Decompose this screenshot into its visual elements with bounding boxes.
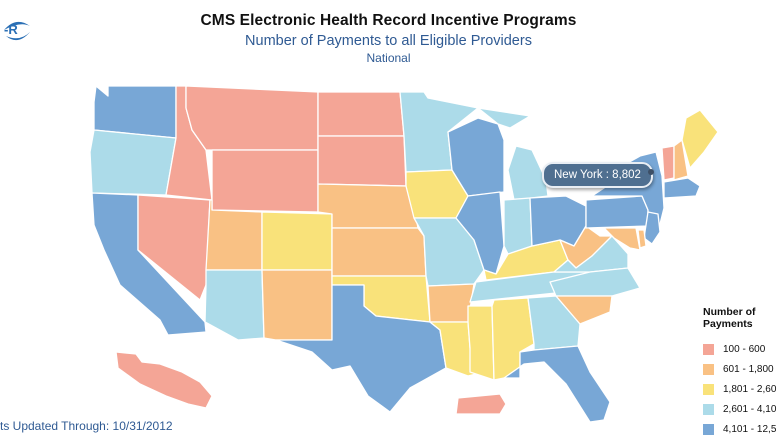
state-south-dakota[interactable] [317,135,407,187]
state-wyoming[interactable] [211,149,319,213]
page-subtitle: Number of Payments to all Eligible Provi… [245,33,532,49]
legend-label: 1,801 - 2,60 [723,383,777,395]
logo-arc-top [4,21,30,30]
state-vermont[interactable] [661,145,675,181]
legend-label: 4,101 - 12,5 [723,423,777,435]
state-delaware[interactable] [637,229,647,249]
state-nevada[interactable] [137,194,211,301]
logo-letters: -R [4,22,18,37]
state-north-dakota[interactable] [317,91,405,137]
state-new-hampshire[interactable] [673,139,689,181]
state-tooltip: New York : 8,802 [542,162,653,188]
state-alabama[interactable] [491,297,535,381]
legend-label: 601 - 1,800 [723,363,774,375]
legend-label: 100 - 600 [723,343,766,355]
state-mississippi[interactable] [467,305,495,381]
legend-swatch [703,423,714,435]
title-block: CMS Electronic Health Record Incentive P… [0,12,777,65]
page-title: CMS Electronic Health Record Incentive P… [200,12,577,29]
legend-title-line2: Payments [703,318,753,330]
legend-swatch [703,363,714,375]
legend-swatch [703,403,714,415]
legend-title: Number of Payments [703,306,777,330]
state-maryland[interactable] [603,227,641,251]
legend-title-line1: Number of [703,306,756,318]
legend-item-3[interactable]: 2,601 - 4,10 [703,399,777,419]
data-updated-footer: ts Updated Through: 10/31/2012 [0,419,173,433]
state-south-carolina[interactable] [555,295,613,325]
map-legend: Number of Payments 100 - 600 601 - 1,800… [703,306,777,439]
legend-label: 2,601 - 4,10 [723,403,777,415]
tooltip-marker [648,169,654,175]
state-michigan[interactable] [477,107,549,201]
logo-arc-bottom [6,32,30,41]
state-puerto-rico[interactable] [455,393,507,415]
state-oregon[interactable] [89,129,177,196]
scope-label: National [366,51,411,65]
state-massachusetts[interactable] [663,177,701,199]
state-arkansas[interactable] [427,283,475,323]
legend-swatch [703,343,714,355]
state-hawaii[interactable] [115,351,213,409]
legend-swatch [703,383,714,395]
state-ohio[interactable] [529,195,587,247]
state-florida[interactable] [503,345,611,423]
state-pennsylvania[interactable] [585,195,649,229]
state-washington[interactable] [93,85,177,139]
state-new-mexico[interactable] [261,269,333,341]
legend-item-2[interactable]: 1,801 - 2,60 [703,379,777,399]
cms-logo: -R [0,12,34,46]
state-texas[interactable] [275,284,447,413]
state-kansas[interactable] [331,227,427,277]
legend-item-4[interactable]: 4,101 - 12,5 [703,419,777,439]
state-wisconsin[interactable] [447,117,505,197]
state-montana[interactable] [185,85,319,151]
state-maine[interactable] [681,109,719,169]
state-indiana[interactable] [503,197,533,255]
state-nebraska[interactable] [317,183,419,229]
state-colorado[interactable] [261,211,333,271]
legend-item-1[interactable]: 601 - 1,800 [703,359,777,379]
state-arizona[interactable] [204,269,265,341]
legend-item-0[interactable]: 100 - 600 [703,339,777,359]
